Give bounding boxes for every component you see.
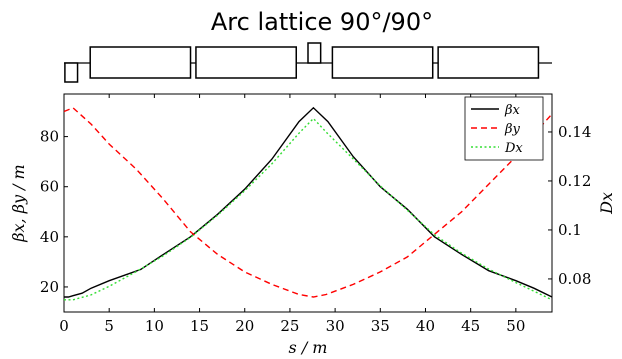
x-tick-label: 10 [145,317,164,335]
x-tick-label: 30 [326,317,345,335]
y-left-tick-label: 40 [40,228,59,246]
lattice-dipole [195,46,298,79]
y-right-tick-label: 0.12 [558,172,591,190]
lattice-layout [64,42,552,83]
lattice-dipole [331,46,434,79]
y-right-tick-label: 0.1 [558,221,582,239]
ticks-layer: 0 5 10 15 20 25 30 35 40 45 50 20 40 60 80 0.08 0.1 0.12 0… [40,94,591,335]
x-tick-label: 20 [235,317,254,335]
legend-entry: βy [504,122,521,137]
y-axis-left-label: βx, βy / m [9,164,28,242]
lattice-dipole [89,46,192,79]
x-tick-label: 0 [59,317,69,335]
x-tick-label: 50 [506,317,525,335]
plot-frame [63,93,553,313]
y-axis-right-label: Dx [597,192,616,215]
lattice-dipole [437,46,540,79]
y-right-tick-label: 0.08 [558,270,591,288]
series-line-0 [64,106,553,298]
x-tick-label: 5 [104,317,114,335]
y-left-tick-label: 60 [40,178,59,196]
y-left-tick-label: 80 [40,128,59,146]
y-right-tick-label: 0.14 [558,123,591,141]
x-axis-label: s / m [289,338,328,357]
x-tick-label: 35 [371,317,390,335]
x-tick-label: 15 [190,317,209,335]
y-left-tick-label: 20 [40,278,59,296]
legend-entry: βx [504,103,521,118]
series-line-2 [64,117,553,301]
x-tick-label: 40 [416,317,435,335]
lattice-quadrupole [307,42,322,64]
x-tick-label: 45 [461,317,480,335]
x-tick-label: 25 [280,317,299,335]
legend-box [464,96,544,161]
series-layer [63,106,553,301]
legend: βx βy Dx [464,96,544,161]
chart-title: Arc lattice 90°/90° [211,8,433,36]
legend-entry: Dx [504,141,523,156]
series-line-1 [63,106,553,298]
lattice-quadrupole [64,62,79,83]
